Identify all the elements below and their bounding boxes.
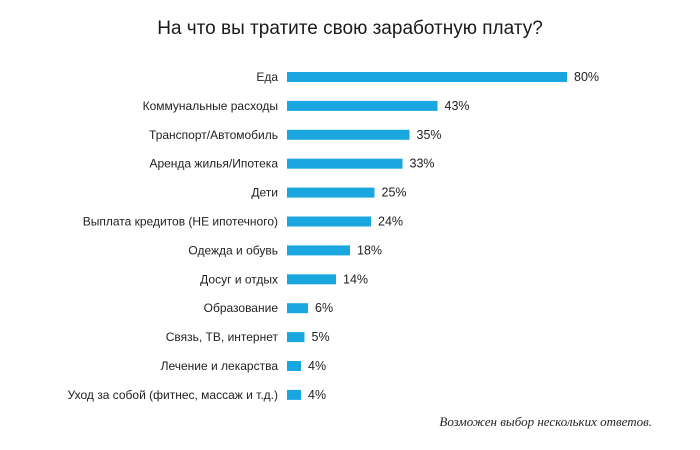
- value-label: 6%: [315, 301, 333, 315]
- bar: [287, 100, 438, 111]
- value-label: 43%: [445, 99, 470, 113]
- category-label: Коммунальные расходы: [143, 99, 278, 113]
- category-label: Выплата кредитов (НЕ ипотечного): [83, 215, 278, 229]
- bar: [287, 216, 371, 227]
- category-label: Еда: [256, 70, 278, 84]
- bar: [287, 332, 305, 343]
- category-label: Транспорт/Автомобиль: [149, 128, 278, 142]
- bar: [287, 389, 301, 400]
- category-label: Образование: [204, 301, 279, 315]
- category-label: Досуг и отдых: [200, 272, 278, 286]
- plot-area: Еда 80% Коммунальные расходы 43% Транспорт/А…: [68, 70, 600, 402]
- value-label: 35%: [417, 128, 442, 142]
- value-label: 24%: [378, 215, 403, 229]
- value-label: 4%: [308, 388, 326, 402]
- value-label: 18%: [357, 243, 382, 257]
- value-label: 5%: [312, 330, 330, 344]
- category-label: Уход за собой (фитнес, массаж и т.д.): [68, 388, 278, 402]
- bar: [287, 274, 336, 285]
- bar: [287, 187, 375, 198]
- bar: [287, 158, 403, 169]
- category-label: Дети: [251, 186, 278, 200]
- category-label: Связь, ТВ, интернет: [166, 330, 279, 344]
- category-label: Лечение и лекарства: [161, 359, 279, 373]
- value-label: 80%: [574, 70, 599, 84]
- value-label: 4%: [308, 359, 326, 373]
- bar: [287, 361, 301, 371]
- category-label: Аренда жилья/Ипотека: [149, 157, 278, 171]
- bar: [287, 129, 410, 140]
- footnote: Возможен выбор нескольких ответов.: [439, 414, 652, 429]
- bar: [287, 303, 308, 314]
- value-label: 25%: [382, 186, 407, 200]
- value-label: 33%: [410, 157, 435, 171]
- category-label: Одежда и обувь: [188, 243, 278, 257]
- bar: [287, 245, 350, 256]
- chart-title: На что вы тратите свою заработную плату?: [157, 18, 543, 39]
- bar: [287, 72, 567, 82]
- value-label: 14%: [343, 272, 368, 286]
